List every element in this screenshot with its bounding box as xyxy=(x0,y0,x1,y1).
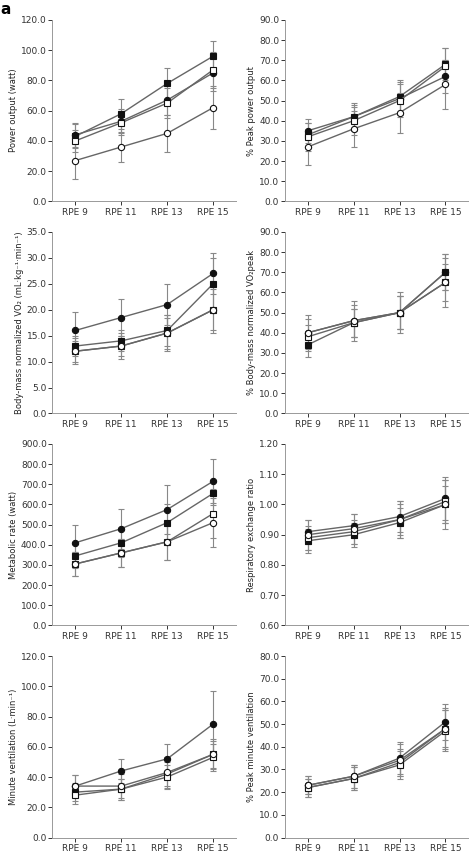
Y-axis label: % Peak power output: % Peak power output xyxy=(247,66,256,155)
Y-axis label: % Body-mass normalized VO₂peak: % Body-mass normalized VO₂peak xyxy=(247,250,256,395)
Y-axis label: Body-mass normalized VO₂ (mL·kg⁻¹·min⁻¹): Body-mass normalized VO₂ (mL·kg⁻¹·min⁻¹) xyxy=(15,231,24,414)
Y-axis label: Power output (watt): Power output (watt) xyxy=(9,69,18,153)
Y-axis label: Respiratory exchange ratio: Respiratory exchange ratio xyxy=(247,478,256,592)
Text: a: a xyxy=(1,2,11,17)
Y-axis label: Minute ventilation (L·min⁻¹): Minute ventilation (L·min⁻¹) xyxy=(9,689,18,805)
Y-axis label: % Peak minute ventilation: % Peak minute ventilation xyxy=(247,691,256,802)
Y-axis label: Metabolic rate (watt): Metabolic rate (watt) xyxy=(9,490,18,579)
